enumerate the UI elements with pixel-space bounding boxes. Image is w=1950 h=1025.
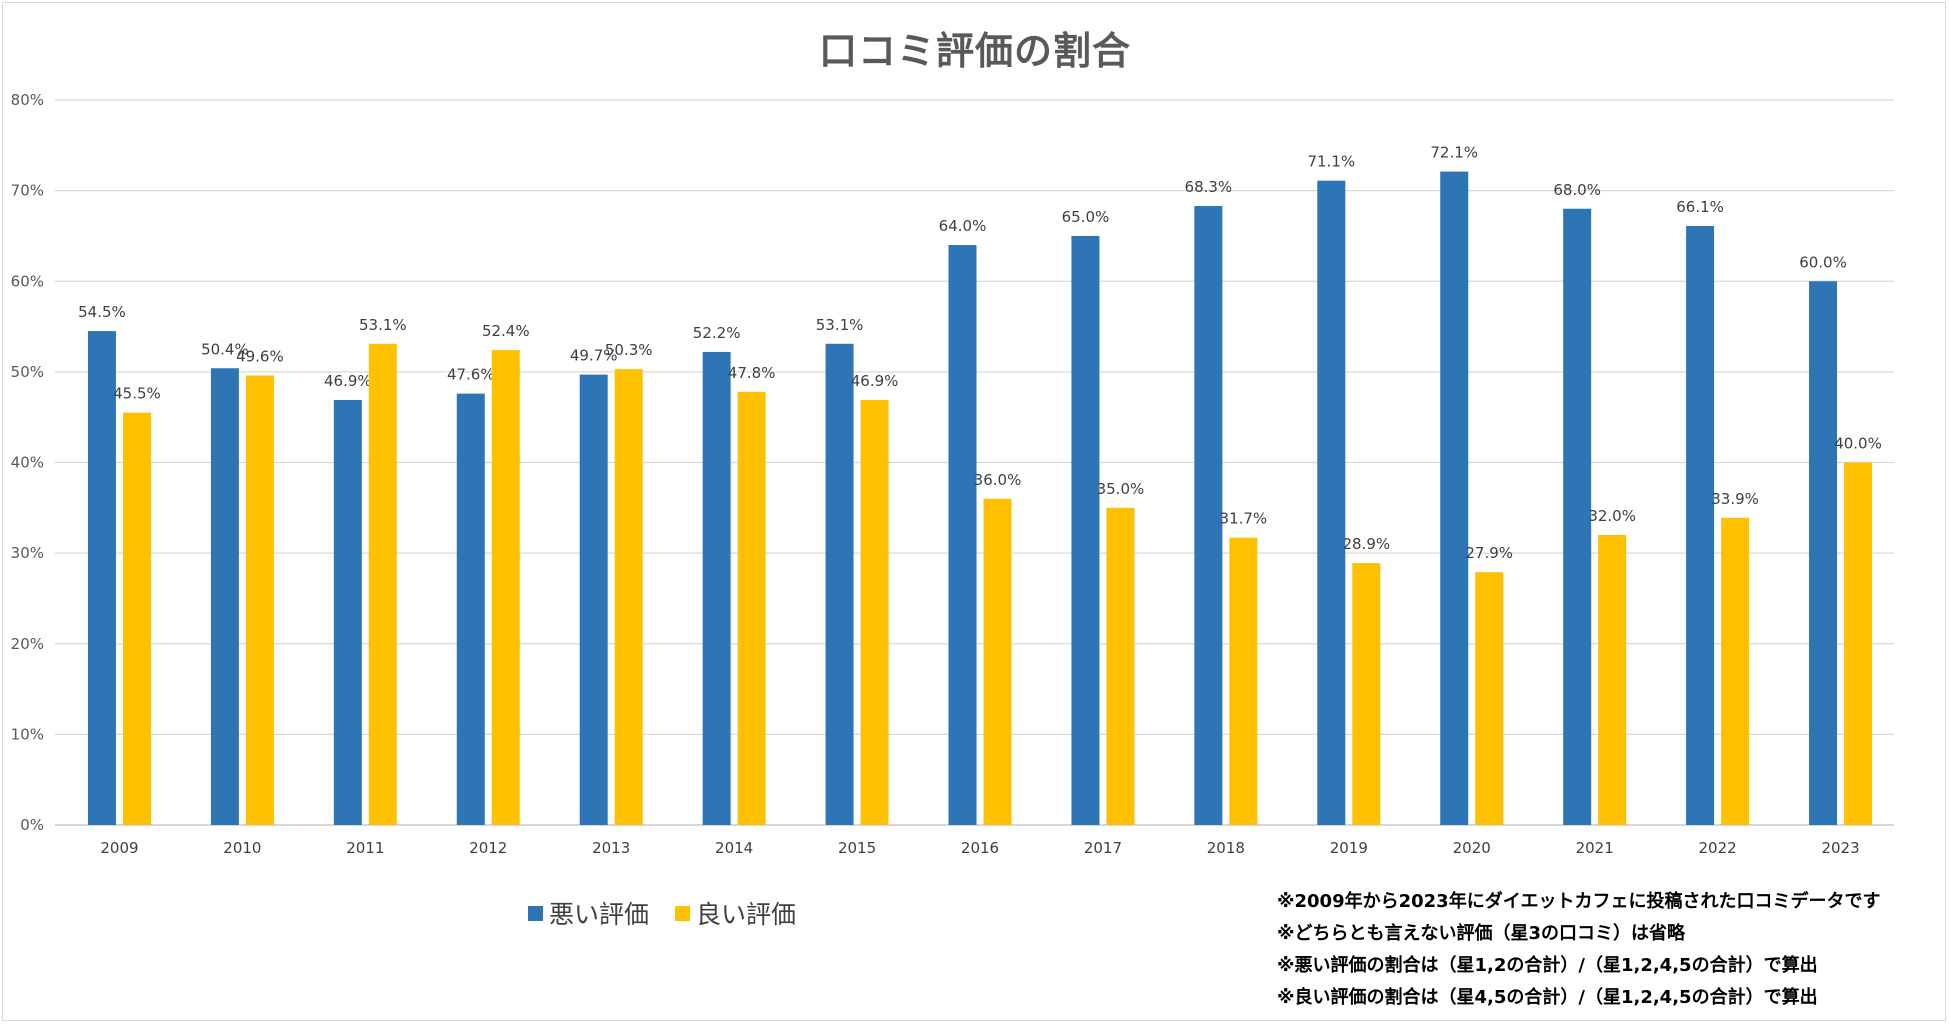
bar-good bbox=[1475, 572, 1504, 825]
data-label-good: 33.9% bbox=[1711, 490, 1759, 508]
data-label-bad: 71.1% bbox=[1307, 153, 1355, 171]
bar-good bbox=[1721, 517, 1750, 825]
data-label-good: 40.0% bbox=[1834, 435, 1882, 453]
y-tick-label: 60% bbox=[11, 272, 44, 290]
data-label-good: 36.0% bbox=[974, 471, 1022, 489]
legend: 悪い評価 良い評価 bbox=[528, 895, 822, 931]
legend-swatch-good bbox=[675, 905, 691, 921]
y-tick-label: 80% bbox=[11, 91, 44, 109]
bar-bad bbox=[1809, 281, 1838, 825]
y-tick-label: 10% bbox=[11, 725, 44, 743]
x-tick-label: 2021 bbox=[1576, 839, 1614, 857]
data-label-bad: 60.0% bbox=[1799, 253, 1847, 271]
x-tick-label: 2009 bbox=[100, 839, 138, 857]
x-tick-label: 2014 bbox=[715, 839, 753, 857]
bar-good bbox=[368, 343, 397, 825]
data-label-good: 53.1% bbox=[359, 316, 407, 334]
footnote: ※2009年から2023年にダイエットカフェに投稿された口コミデータです bbox=[1277, 891, 1881, 912]
bar-bad bbox=[1686, 225, 1715, 825]
data-label-bad: 54.5% bbox=[78, 303, 126, 321]
bar-bad bbox=[579, 374, 608, 825]
data-label-bad: 68.0% bbox=[1553, 181, 1601, 199]
x-tick-label: 2020 bbox=[1453, 839, 1491, 857]
bar-good bbox=[983, 498, 1012, 825]
x-tick-label: 2016 bbox=[961, 839, 999, 857]
y-tick-label: 0% bbox=[20, 816, 44, 834]
data-label-good: 28.9% bbox=[1342, 535, 1390, 553]
data-label-good: 49.6% bbox=[236, 348, 284, 366]
bar-good bbox=[1844, 462, 1873, 825]
data-label-bad: 72.1% bbox=[1430, 144, 1478, 162]
data-label-bad: 50.4% bbox=[201, 340, 249, 358]
legend-swatch-bad bbox=[528, 905, 543, 921]
bar-bad bbox=[1071, 235, 1100, 825]
footnote: ※良い評価の割合は（星4,5の合計）/（星1,2,4,5の合計）で算出 bbox=[1277, 987, 1818, 1008]
footnote: ※悪い評価の割合は（星1,2の合計）/（星1,2,4,5の合計）で算出 bbox=[1277, 955, 1818, 976]
x-tick-label: 2019 bbox=[1330, 839, 1368, 857]
data-label-bad: 53.1% bbox=[816, 316, 864, 334]
x-tick-label: 2013 bbox=[592, 839, 630, 857]
y-tick-label: 20% bbox=[11, 635, 44, 653]
bar-good bbox=[1106, 507, 1135, 825]
data-label-good: 52.4% bbox=[482, 322, 530, 340]
data-label-bad: 49.7% bbox=[570, 347, 618, 365]
footnotes: ※2009年から2023年にダイエットカフェに投稿された口コミデータです ※どち… bbox=[1277, 886, 1881, 1014]
bar-bad bbox=[210, 368, 239, 825]
bar-bad bbox=[87, 331, 116, 825]
bar-good bbox=[614, 369, 643, 825]
data-label-good: 46.9% bbox=[851, 372, 899, 390]
bar-good bbox=[1352, 563, 1381, 825]
data-label-good: 32.0% bbox=[1588, 507, 1636, 525]
data-label-bad: 47.6% bbox=[447, 366, 495, 384]
data-label-bad: 65.0% bbox=[1062, 208, 1110, 226]
data-label-bad: 52.2% bbox=[693, 324, 741, 342]
x-tick-label: 2012 bbox=[469, 839, 507, 857]
bar-good bbox=[1598, 535, 1627, 825]
bar-bad bbox=[1317, 180, 1346, 825]
data-label-good: 50.3% bbox=[605, 341, 653, 359]
bar-bad bbox=[1194, 206, 1223, 825]
data-label-good: 31.7% bbox=[1220, 510, 1268, 528]
bar-good bbox=[737, 391, 766, 825]
x-tick-label: 2011 bbox=[346, 839, 384, 857]
data-label-good: 35.0% bbox=[1097, 480, 1145, 498]
bar-bad bbox=[1563, 208, 1592, 825]
x-tick-label: 2015 bbox=[838, 839, 876, 857]
bar-good bbox=[1229, 537, 1258, 825]
y-tick-label: 70% bbox=[11, 182, 44, 200]
y-tick-label: 30% bbox=[11, 544, 44, 562]
bar-good bbox=[491, 350, 520, 825]
bar-good bbox=[122, 412, 151, 825]
data-label-good: 27.9% bbox=[1465, 544, 1513, 562]
x-tick-label: 2010 bbox=[223, 839, 261, 857]
x-tick-label: 2017 bbox=[1084, 839, 1122, 857]
data-label-bad: 46.9% bbox=[324, 372, 372, 390]
bar-bad bbox=[1440, 171, 1469, 825]
data-label-bad: 68.3% bbox=[1185, 178, 1233, 196]
bar-bad bbox=[825, 343, 854, 825]
x-tick-label: 2018 bbox=[1207, 839, 1245, 857]
data-label-good: 47.8% bbox=[728, 364, 776, 382]
x-tick-label: 2022 bbox=[1699, 839, 1737, 857]
y-tick-label: 50% bbox=[11, 363, 44, 381]
data-label-bad: 64.0% bbox=[939, 217, 987, 235]
data-label-good: 45.5% bbox=[113, 385, 161, 403]
x-tick-label: 2023 bbox=[1821, 839, 1859, 857]
y-tick-label: 40% bbox=[11, 454, 44, 472]
bar-bad bbox=[333, 399, 362, 825]
bar-bad bbox=[702, 351, 731, 825]
legend-item-bad: 悪い評価 bbox=[528, 895, 649, 931]
legend-label-bad: 悪い評価 bbox=[549, 900, 650, 929]
footnote: ※どちらとも言えない評価（星3の口コミ）は省略 bbox=[1277, 923, 1686, 944]
bar-good bbox=[245, 375, 274, 825]
data-label-bad: 66.1% bbox=[1676, 198, 1724, 216]
legend-label-good: 良い評価 bbox=[696, 900, 797, 929]
bar-bad bbox=[456, 393, 485, 825]
bar-good bbox=[860, 399, 889, 825]
bar-bad bbox=[948, 245, 977, 825]
chart-title: 口コミ評価の割合 bbox=[818, 29, 1131, 73]
legend-item-good: 良い評価 bbox=[675, 895, 796, 931]
